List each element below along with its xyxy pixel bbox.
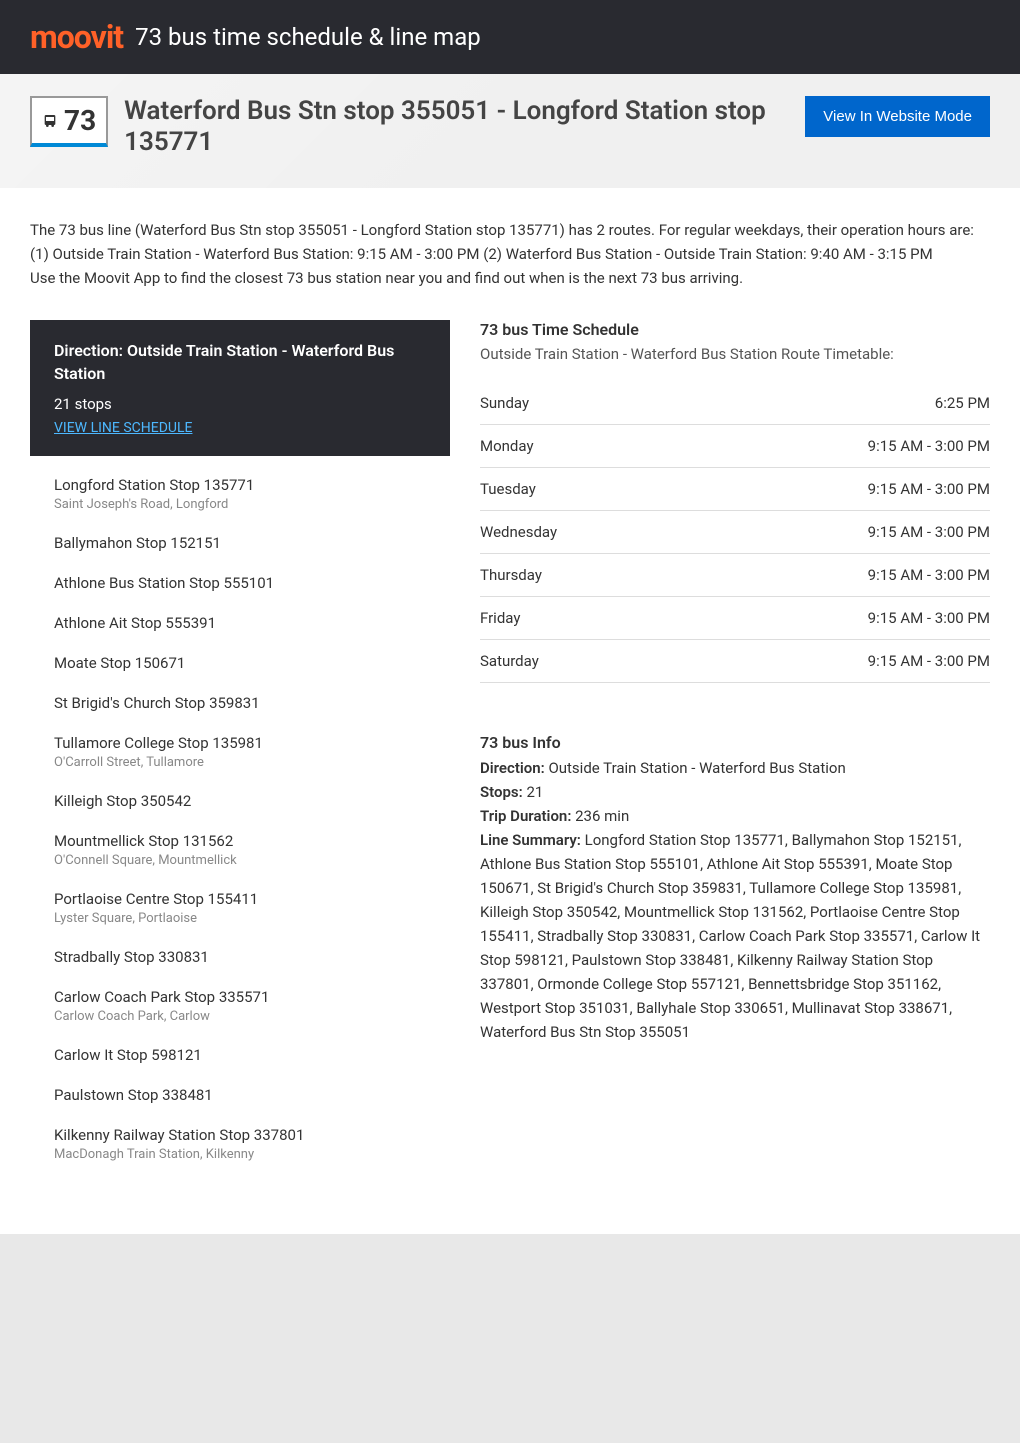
info-summary-value: Longford Station Stop 135771, Ballymahon…: [480, 831, 980, 1041]
description-section: The 73 bus line (Waterford Bus Stn stop …: [0, 188, 1020, 320]
stop-name: Portlaoise Centre Stop 155411: [54, 890, 426, 908]
right-column: 73 bus Time Schedule Outside Train Stati…: [480, 320, 990, 1204]
info-summary-label: Line Summary:: [480, 831, 581, 849]
stop-name: Moate Stop 150671: [54, 654, 426, 672]
info-duration-value: 236 min: [571, 807, 629, 825]
schedule-row: Wednesday9:15 AM - 3:00 PM: [480, 510, 990, 553]
schedule-title: 73 bus Time Schedule: [480, 320, 990, 339]
stop-name: Carlow Coach Park Stop 335571: [54, 988, 426, 1006]
stop-subtitle: O'Carroll Street, Tullamore: [54, 755, 426, 770]
schedule-day: Saturday: [480, 639, 677, 682]
stop-item: St Brigid's Church Stop 359831: [54, 694, 426, 712]
stop-subtitle: Lyster Square, Portlaoise: [54, 911, 426, 926]
description-line-1: The 73 bus line (Waterford Bus Stn stop …: [30, 218, 990, 242]
route-header-section: 73 Waterford Bus Stn stop 355051 - Longf…: [0, 74, 1020, 188]
info-title: 73 bus Info: [480, 733, 990, 752]
stop-item: Mountmellick Stop 131562 O'Connell Square…: [54, 832, 426, 868]
schedule-day: Monday: [480, 424, 677, 467]
stop-item: Kilkenny Railway Station Stop 337801 MacD…: [54, 1126, 426, 1162]
stop-name: Tullamore College Stop 135981: [54, 734, 426, 752]
bus-icon: [42, 113, 58, 129]
schedule-row: Thursday9:15 AM - 3:00 PM: [480, 553, 990, 596]
direction-header: Direction: Outside Train Station - Water…: [30, 320, 450, 456]
route-number: 73: [64, 104, 96, 137]
schedule-time: 9:15 AM - 3:00 PM: [677, 467, 990, 510]
schedule-table: Sunday6:25 PMMonday9:15 AM - 3:00 PMTues…: [480, 382, 990, 683]
schedule-day: Friday: [480, 596, 677, 639]
view-website-mode-button[interactable]: View In Website Mode: [805, 96, 990, 137]
stop-item: Athlone Ait Stop 555391: [54, 614, 426, 632]
info-direction-label: Direction:: [480, 759, 545, 777]
description-line-2: (1) Outside Train Station - Waterford Bu…: [30, 242, 990, 266]
stop-item: Ballymahon Stop 152151: [54, 534, 426, 552]
content-grid: Direction: Outside Train Station - Water…: [0, 320, 1020, 1234]
route-header: 73 Waterford Bus Stn stop 355051 - Longf…: [30, 96, 990, 158]
stop-subtitle: O'Connell Square, Mountmellick: [54, 853, 426, 868]
schedule-day: Thursday: [480, 553, 677, 596]
route-badge: 73: [30, 96, 108, 147]
schedule-row: Saturday9:15 AM - 3:00 PM: [480, 639, 990, 682]
info-duration: Trip Duration: 236 min: [480, 804, 990, 828]
schedule-day: Tuesday: [480, 467, 677, 510]
info-direction: Direction: Outside Train Station - Water…: [480, 756, 990, 780]
schedule-day: Sunday: [480, 382, 677, 425]
left-column: Direction: Outside Train Station - Water…: [30, 320, 450, 1204]
stop-item: Athlone Bus Station Stop 555101: [54, 574, 426, 592]
info-direction-value: Outside Train Station - Waterford Bus St…: [545, 759, 846, 777]
stop-name: Carlow It Stop 598121: [54, 1046, 426, 1064]
description-line-3: Use the Moovit App to find the closest 7…: [30, 266, 990, 290]
stop-subtitle: Saint Joseph's Road, Longford: [54, 497, 426, 512]
stop-name: St Brigid's Church Stop 359831: [54, 694, 426, 712]
stop-item: Moate Stop 150671: [54, 654, 426, 672]
stop-item: Stradbally Stop 330831: [54, 948, 426, 966]
direction-title: Direction: Outside Train Station - Water…: [54, 340, 426, 385]
header-title: 73 bus time schedule & line map: [135, 23, 481, 51]
info-stops-label: Stops:: [480, 783, 523, 801]
stop-name: Stradbally Stop 330831: [54, 948, 426, 966]
view-line-schedule-link[interactable]: VIEW LINE SCHEDULE: [54, 420, 192, 436]
stop-name: Athlone Ait Stop 555391: [54, 614, 426, 632]
schedule-row: Sunday6:25 PM: [480, 382, 990, 425]
stop-name: Athlone Bus Station Stop 555101: [54, 574, 426, 592]
stops-list: Longford Station Stop 135771 Saint Joseph…: [30, 456, 450, 1204]
top-header: moovit 73 bus time schedule & line map: [0, 0, 1020, 74]
schedule-row: Friday9:15 AM - 3:00 PM: [480, 596, 990, 639]
info-duration-label: Trip Duration:: [480, 807, 571, 825]
stop-subtitle: Carlow Coach Park, Carlow: [54, 1009, 426, 1024]
schedule-time: 9:15 AM - 3:00 PM: [677, 424, 990, 467]
stop-item: Tullamore College Stop 135981 O'Carroll S…: [54, 734, 426, 770]
schedule-row: Tuesday9:15 AM - 3:00 PM: [480, 467, 990, 510]
info-summary: Line Summary: Longford Station Stop 1357…: [480, 828, 990, 1044]
stop-name: Killeigh Stop 350542: [54, 792, 426, 810]
stop-item: Paulstown Stop 338481: [54, 1086, 426, 1104]
schedule-time: 6:25 PM: [677, 382, 990, 425]
stop-item: Longford Station Stop 135771 Saint Joseph…: [54, 476, 426, 512]
stop-name: Longford Station Stop 135771: [54, 476, 426, 494]
stop-name: Mountmellick Stop 131562: [54, 832, 426, 850]
stop-name: Ballymahon Stop 152151: [54, 534, 426, 552]
route-title: Waterford Bus Stn stop 355051 - Longford…: [124, 96, 789, 158]
schedule-time: 9:15 AM - 3:00 PM: [677, 596, 990, 639]
stop-item: Carlow Coach Park Stop 335571 Carlow Coac…: [54, 988, 426, 1024]
info-stops-value: 21: [523, 783, 544, 801]
stop-item: Carlow It Stop 598121: [54, 1046, 426, 1064]
stop-item: Portlaoise Centre Stop 155411 Lyster Squa…: [54, 890, 426, 926]
schedule-subtitle: Outside Train Station - Waterford Bus St…: [480, 343, 990, 366]
schedule-row: Monday9:15 AM - 3:00 PM: [480, 424, 990, 467]
stop-subtitle: MacDonagh Train Station, Kilkenny: [54, 1147, 426, 1162]
info-section: 73 bus Info Direction: Outside Train Sta…: [480, 733, 990, 1044]
stop-item: Killeigh Stop 350542: [54, 792, 426, 810]
schedule-day: Wednesday: [480, 510, 677, 553]
schedule-time: 9:15 AM - 3:00 PM: [677, 639, 990, 682]
schedule-time: 9:15 AM - 3:00 PM: [677, 553, 990, 596]
schedule-time: 9:15 AM - 3:00 PM: [677, 510, 990, 553]
moovit-logo: moovit: [30, 18, 123, 56]
stop-name: Kilkenny Railway Station Stop 337801: [54, 1126, 426, 1144]
schedule-section: 73 bus Time Schedule Outside Train Stati…: [480, 320, 990, 683]
stop-name: Paulstown Stop 338481: [54, 1086, 426, 1104]
info-stops: Stops: 21: [480, 780, 990, 804]
stops-count: 21 stops: [54, 395, 426, 413]
